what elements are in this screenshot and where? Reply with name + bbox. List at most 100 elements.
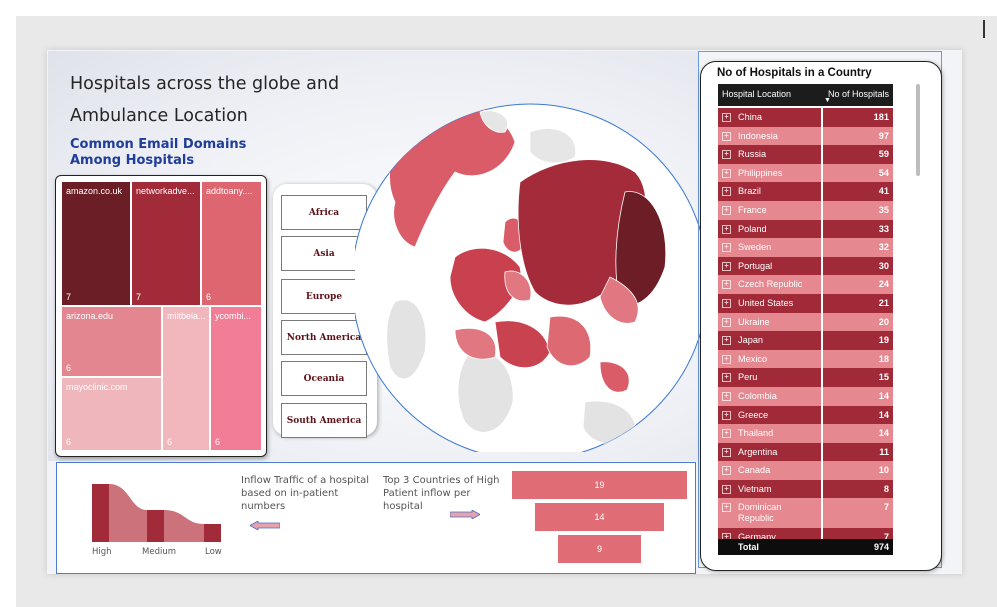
expand-icon[interactable]: + (722, 466, 731, 476)
table-row[interactable]: + Colombia 14 (718, 386, 893, 406)
expand-icon[interactable]: + (722, 447, 731, 457)
funnel-bar[interactable]: 14 (535, 503, 664, 531)
table-row[interactable]: + France 35 (718, 200, 893, 220)
expand-icon[interactable]: + (722, 113, 731, 122)
email-domain-treemap[interactable]: amazon.co.uk 7 networkadve... 7 addtoany..… (55, 175, 267, 457)
slicer-north-america[interactable]: North America (281, 320, 367, 355)
expand-icon[interactable]: + (722, 205, 731, 215)
expand-icon[interactable]: + (722, 261, 731, 271)
treemap-tile[interactable]: miitbeia... 6 (162, 306, 210, 451)
treemap-tile[interactable]: mayoclinic.com 6 (61, 377, 162, 451)
expand-icon[interactable]: + (722, 336, 731, 346)
table-row[interactable]: + Dominican Republic 7 (718, 498, 893, 529)
table-row[interactable]: + China 181 (718, 108, 893, 127)
row-count: 10 (878, 465, 889, 476)
expand-icon[interactable]: + (722, 280, 731, 290)
table-row[interactable]: + Vietnam 8 (718, 479, 893, 499)
row-country: Czech Republic (738, 279, 803, 290)
funnel-bar[interactable]: 9 (558, 535, 641, 563)
row-country: Japan (738, 335, 764, 346)
expand-icon[interactable]: + (722, 484, 731, 494)
table-row[interactable]: + Portugal 30 (718, 256, 893, 276)
table-header: Hospital Location No of Hospitals ▼ (718, 84, 893, 106)
treemap-tile[interactable]: amazon.co.uk 7 (61, 181, 131, 306)
row-country: Russia (738, 149, 767, 160)
row-count: 97 (878, 130, 889, 141)
row-count: 21 (878, 297, 889, 308)
table-row[interactable]: + Greece 14 (718, 405, 893, 425)
column-separator (821, 293, 823, 313)
column-separator (821, 108, 823, 127)
table-row[interactable]: + Germany 7 (718, 528, 893, 540)
table-row[interactable]: + Russia 59 (718, 145, 893, 164)
map-region-arctic-islands (479, 110, 508, 133)
table-body[interactable]: + China 181 + Indonesia 97 + Russia 59 + Philippin… (718, 108, 893, 540)
expand-icon[interactable]: + (722, 354, 731, 364)
row-count: 35 (878, 204, 889, 215)
table-row[interactable]: + Indonesia 97 (718, 126, 893, 146)
funnel-bar[interactable]: 19 (512, 471, 687, 499)
expand-icon[interactable]: + (722, 317, 731, 327)
map-region-south-america (386, 299, 427, 380)
map-region-europe (449, 248, 522, 323)
expand-icon[interactable]: + (722, 503, 731, 513)
slicer-south-america[interactable]: South America (281, 403, 367, 438)
expand-icon[interactable]: + (722, 410, 731, 420)
table-row[interactable]: + Japan 19 (718, 331, 893, 350)
tile-value: 6 (215, 437, 221, 447)
table-row[interactable]: + Peru 15 (718, 368, 893, 387)
world-map[interactable] (355, 72, 715, 452)
expand-icon[interactable]: + (722, 391, 731, 401)
row-country: Argentina (738, 446, 778, 457)
treemap-tile[interactable]: networkadve... 7 (131, 181, 201, 306)
table-row[interactable]: + Ukraine 20 (718, 312, 893, 332)
treemap-tile[interactable]: addtoany.... 6 (201, 181, 262, 306)
table-row[interactable]: + Canada 10 (718, 461, 893, 480)
expand-icon[interactable]: + (722, 224, 731, 234)
table-row[interactable]: + Poland 33 (718, 219, 893, 239)
treemap-tile[interactable]: arizona.edu 6 (61, 306, 162, 377)
row-country: Ukraine (738, 316, 770, 327)
column-header-location[interactable]: Hospital Location (722, 89, 792, 99)
slicer-asia[interactable]: Asia (281, 236, 367, 271)
slicer-oceania[interactable]: Oceania (281, 361, 367, 396)
table-row[interactable]: + United States 21 (718, 293, 893, 313)
expand-icon[interactable]: + (722, 168, 731, 178)
ribbon-label-high: High (92, 547, 112, 557)
map-region-south-asia (546, 315, 592, 367)
total-label: Total (738, 542, 759, 552)
expand-icon[interactable]: + (722, 131, 731, 141)
window-left-bar (0, 16, 16, 607)
table-row[interactable]: + Sweden 32 (718, 238, 893, 257)
expand-icon[interactable]: + (722, 187, 731, 197)
table-row[interactable]: + Mexico 18 (718, 349, 893, 369)
expand-icon[interactable]: + (722, 429, 731, 439)
row-count: 8 (883, 483, 889, 494)
table-row[interactable]: + Thailand 14 (718, 424, 893, 443)
row-country: Colombia (738, 390, 777, 401)
tile-value: 6 (66, 363, 72, 373)
sort-desc-icon[interactable]: ▼ (824, 97, 831, 104)
row-country: Poland (738, 223, 767, 234)
expand-icon[interactable]: + (722, 373, 731, 383)
expand-icon[interactable]: + (722, 150, 731, 160)
table-row[interactable]: + Philippines 54 (718, 163, 893, 183)
column-separator (821, 219, 823, 239)
table-row[interactable]: + Czech Republic 24 (718, 275, 893, 294)
row-country: Portugal (738, 260, 773, 271)
map-region-africa (457, 350, 514, 433)
inflow-ribbon-chart[interactable] (80, 472, 230, 547)
expand-icon[interactable]: + (722, 298, 731, 308)
arrow-right-icon (450, 510, 480, 519)
column-separator (821, 200, 823, 220)
column-header-count[interactable]: No of Hospitals (827, 89, 889, 99)
expand-icon[interactable]: + (722, 243, 731, 253)
row-country: Peru (738, 372, 758, 383)
table-scrollbar[interactable] (916, 84, 920, 176)
treemap-tile[interactable]: ycombi... 6 (210, 306, 262, 451)
column-separator (821, 368, 823, 387)
map-region-southeast-asia (599, 361, 630, 393)
expand-icon[interactable]: + (722, 533, 731, 540)
table-row[interactable]: + Brazil 41 (718, 182, 893, 201)
table-row[interactable]: + Argentina 11 (718, 442, 893, 462)
